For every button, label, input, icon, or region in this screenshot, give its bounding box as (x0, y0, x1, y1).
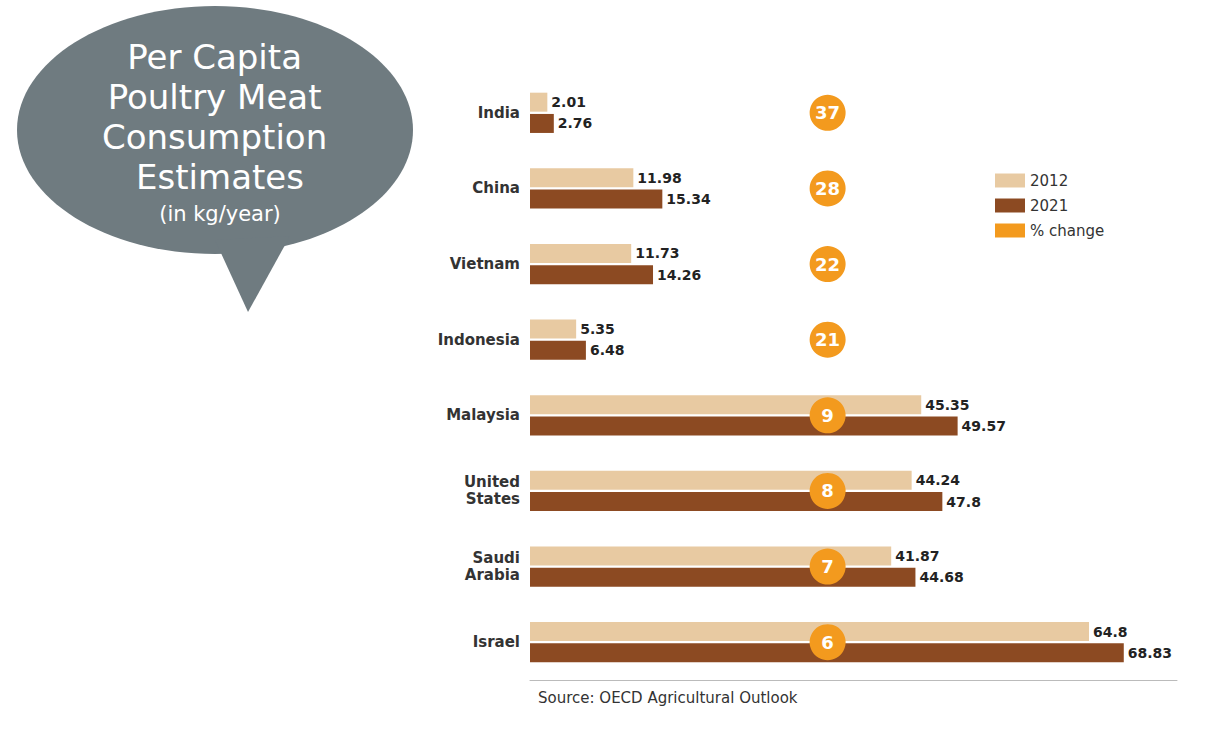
svg-text:Israel: Israel (473, 633, 520, 651)
svg-text:64.8: 64.8 (1093, 624, 1128, 640)
svg-text:Indonesia: Indonesia (438, 331, 520, 349)
svg-text:Estimates: Estimates (136, 157, 304, 197)
svg-text:14.26: 14.26 (657, 267, 701, 283)
svg-text:India: India (478, 104, 520, 122)
svg-text:45.35: 45.35 (925, 397, 969, 413)
svg-text:United: United (464, 473, 520, 491)
svg-text:States: States (466, 490, 520, 508)
svg-text:Vietnam: Vietnam (450, 255, 520, 273)
svg-text:Source: OECD Agricultural Outl: Source: OECD Agricultural Outlook (538, 689, 798, 707)
svg-text:22: 22 (815, 254, 840, 275)
svg-text:44.68: 44.68 (919, 569, 963, 585)
svg-text:2.01: 2.01 (551, 94, 586, 110)
svg-text:11.73: 11.73 (635, 245, 679, 261)
svg-text:28: 28 (815, 178, 840, 199)
svg-text:21: 21 (815, 329, 840, 350)
svg-text:Per Capita: Per Capita (127, 37, 313, 77)
svg-text:7: 7 (821, 556, 834, 577)
svg-text:2012: 2012 (1030, 172, 1068, 190)
svg-text:Malaysia: Malaysia (446, 406, 520, 424)
svg-text:(in kg/year): (in kg/year) (159, 202, 281, 226)
svg-text:47.8: 47.8 (946, 494, 981, 510)
svg-text:6.48: 6.48 (590, 342, 625, 358)
svg-text:China: China (472, 179, 520, 197)
svg-text:Consumption: Consumption (102, 117, 338, 157)
svg-text:44.24: 44.24 (916, 472, 961, 488)
svg-text:Poultry Meat: Poultry Meat (108, 77, 333, 117)
svg-text:Arabia: Arabia (465, 566, 520, 584)
svg-text:68.83: 68.83 (1128, 645, 1172, 661)
svg-text:% change: % change (1030, 222, 1104, 240)
svg-text:9: 9 (821, 405, 834, 426)
svg-text:8: 8 (821, 480, 834, 501)
svg-text:49.57: 49.57 (962, 418, 1006, 434)
svg-text:37: 37 (815, 102, 840, 123)
svg-text:Saudi: Saudi (473, 549, 520, 567)
svg-text:2.76: 2.76 (558, 115, 593, 131)
svg-text:15.34: 15.34 (666, 191, 711, 207)
svg-text:5.35: 5.35 (580, 321, 615, 337)
svg-text:6: 6 (821, 632, 834, 653)
svg-text:41.87: 41.87 (895, 548, 939, 564)
svg-text:11.98: 11.98 (637, 170, 681, 186)
svg-text:2021: 2021 (1030, 197, 1068, 215)
